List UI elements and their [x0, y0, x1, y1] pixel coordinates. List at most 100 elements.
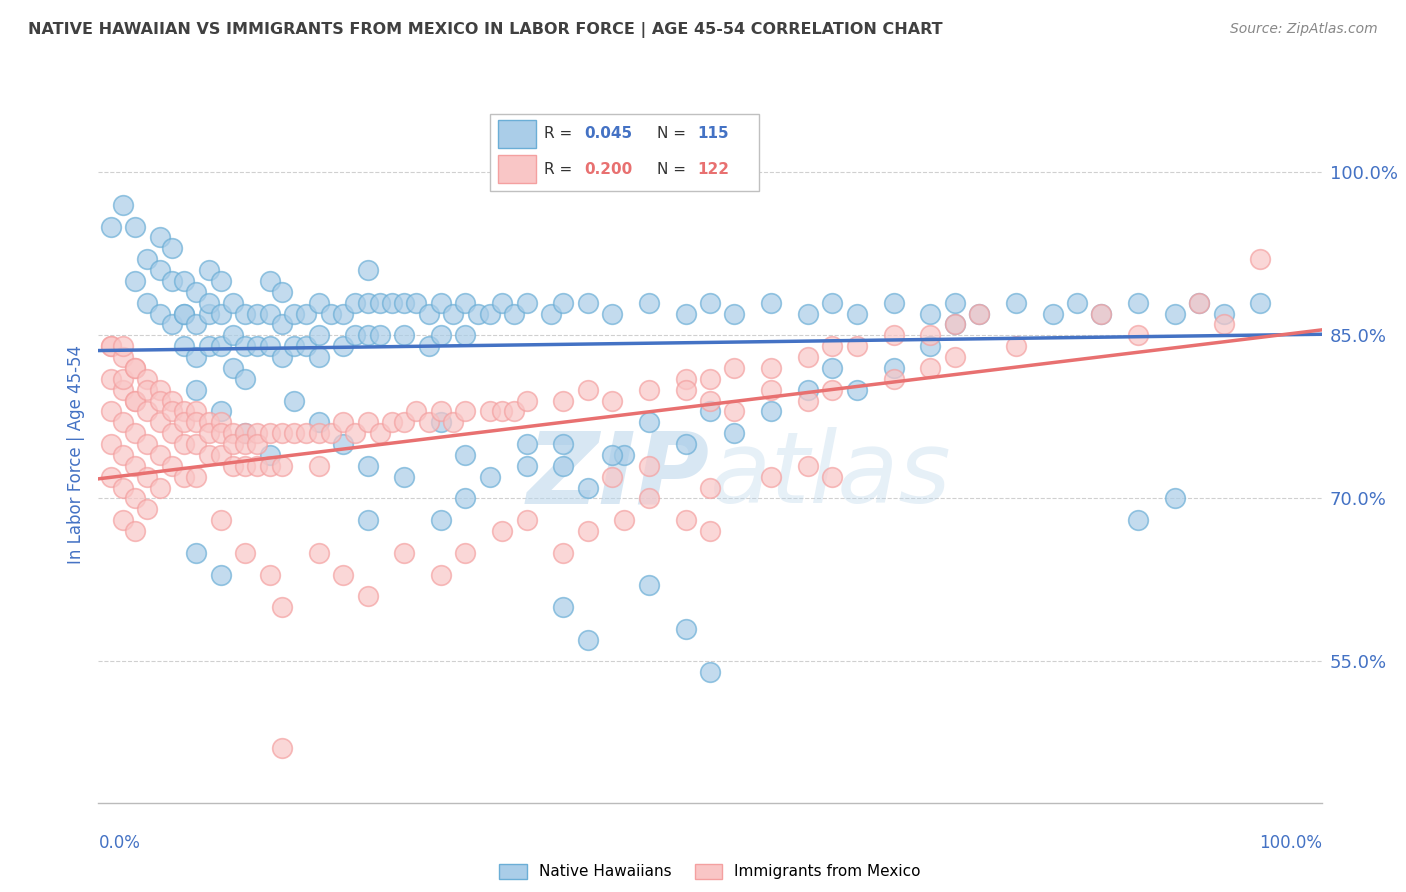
Point: [699, 393, 721, 408]
Point: [319, 426, 342, 441]
Point: [576, 524, 599, 538]
Point: [1128, 295, 1150, 310]
Point: [515, 437, 537, 451]
Point: [637, 415, 661, 429]
Point: [259, 274, 281, 288]
Point: [136, 404, 159, 418]
Point: [1090, 307, 1112, 321]
Text: NATIVE HAWAIIAN VS IMMIGRANTS FROM MEXICO IN LABOR FORCE | AGE 45-54 CORRELATION: NATIVE HAWAIIAN VS IMMIGRANTS FROM MEXIC…: [28, 22, 943, 38]
Point: [283, 339, 305, 353]
Point: [600, 393, 623, 408]
Point: [270, 285, 294, 299]
Point: [111, 513, 134, 527]
Point: [270, 426, 294, 441]
Point: [149, 383, 172, 397]
Point: [392, 295, 416, 310]
Point: [149, 415, 172, 429]
Point: [515, 513, 537, 527]
Point: [821, 339, 844, 353]
Point: [943, 318, 966, 332]
Point: [761, 295, 783, 310]
Point: [723, 404, 745, 418]
Point: [332, 567, 354, 582]
Point: [600, 448, 623, 462]
Point: [553, 393, 575, 408]
Point: [308, 426, 330, 441]
Point: [515, 393, 537, 408]
Point: [283, 393, 305, 408]
Point: [111, 339, 134, 353]
Point: [797, 350, 820, 364]
Point: [405, 295, 427, 310]
Point: [467, 307, 489, 321]
Point: [111, 481, 134, 495]
Point: [613, 448, 636, 462]
Point: [222, 295, 245, 310]
Text: 100.0%: 100.0%: [1258, 834, 1322, 852]
Point: [761, 383, 783, 397]
Point: [943, 318, 966, 332]
Point: [430, 295, 453, 310]
Point: [356, 589, 378, 603]
Point: [418, 339, 440, 353]
Point: [111, 350, 134, 364]
Point: [233, 458, 256, 473]
Point: [1164, 307, 1187, 321]
Point: [149, 307, 172, 321]
Point: [883, 295, 905, 310]
Point: [392, 415, 416, 429]
Point: [100, 372, 122, 386]
Point: [100, 339, 122, 353]
Point: [197, 426, 219, 441]
Point: [173, 307, 195, 321]
Point: [576, 481, 599, 495]
Point: [209, 513, 232, 527]
Point: [160, 241, 183, 255]
Point: [173, 469, 195, 483]
Point: [246, 437, 269, 451]
Point: [149, 263, 172, 277]
Point: [233, 546, 256, 560]
Point: [1004, 339, 1026, 353]
Point: [553, 546, 575, 560]
Point: [441, 307, 464, 321]
Point: [160, 274, 183, 288]
Point: [111, 448, 134, 462]
Point: [540, 307, 562, 321]
Point: [270, 350, 294, 364]
Point: [356, 295, 378, 310]
Point: [308, 546, 330, 560]
Point: [576, 632, 599, 647]
Point: [503, 404, 526, 418]
Point: [356, 415, 378, 429]
Point: [173, 307, 195, 321]
Point: [222, 437, 245, 451]
Point: [111, 198, 134, 212]
Point: [1164, 491, 1187, 506]
Point: [491, 295, 513, 310]
Point: [699, 372, 721, 386]
Point: [637, 458, 661, 473]
Point: [259, 458, 281, 473]
Point: [332, 415, 354, 429]
Point: [381, 295, 404, 310]
Point: [197, 415, 219, 429]
Point: [259, 426, 281, 441]
Point: [1090, 307, 1112, 321]
Point: [295, 339, 318, 353]
Point: [478, 469, 501, 483]
Point: [295, 307, 318, 321]
Point: [186, 285, 208, 299]
Point: [491, 524, 513, 538]
Point: [160, 404, 183, 418]
Point: [553, 437, 575, 451]
Point: [209, 448, 232, 462]
Point: [149, 393, 172, 408]
Point: [111, 372, 134, 386]
Point: [478, 404, 501, 418]
Point: [368, 295, 391, 310]
Point: [173, 274, 195, 288]
Point: [344, 426, 367, 441]
Point: [418, 415, 440, 429]
Point: [270, 318, 294, 332]
